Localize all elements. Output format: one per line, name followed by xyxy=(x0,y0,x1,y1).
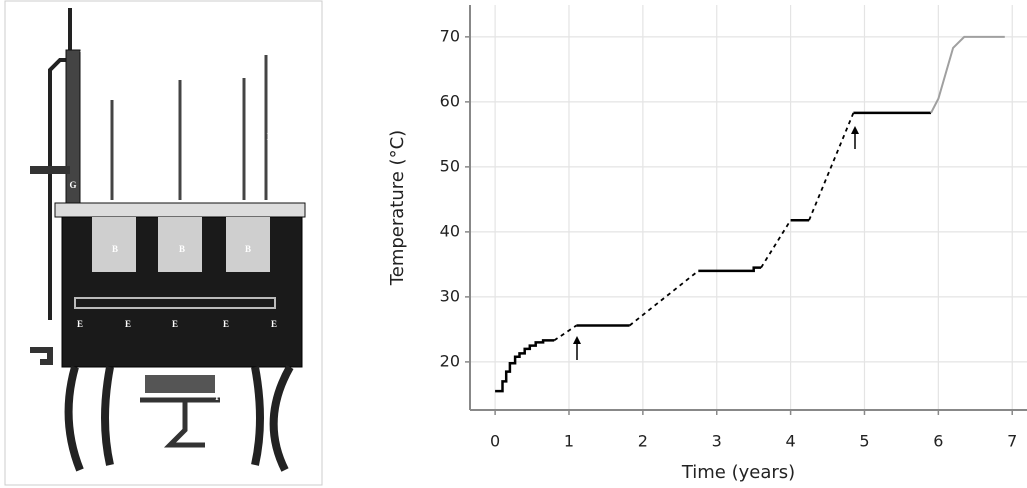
vessel xyxy=(226,217,270,272)
x-axis-label: Time (years) xyxy=(681,462,795,483)
gas-taps xyxy=(145,375,215,393)
y-tick-label: 70 xyxy=(440,26,460,45)
x-tick-label: 7 xyxy=(1007,432,1017,451)
y-axis-label: Temperature (°C) xyxy=(387,130,408,286)
illustration-label: B xyxy=(179,244,185,254)
y-tick-label: 20 xyxy=(440,351,460,370)
x-tick-label: 5 xyxy=(859,432,869,451)
illustration-label: D xyxy=(267,132,274,142)
burner-pipe xyxy=(74,297,276,309)
y-tick-label: 30 xyxy=(440,286,460,305)
y-tick-label: 50 xyxy=(440,156,460,175)
temperature-line xyxy=(495,111,931,393)
pipe xyxy=(48,8,72,320)
vessel xyxy=(158,217,202,272)
illustration-label: E xyxy=(77,319,83,329)
illustration-label: M xyxy=(80,44,89,54)
illustration-label: O xyxy=(96,54,103,64)
x-tick-label: 3 xyxy=(712,432,722,451)
x-tick-label: 1 xyxy=(564,432,574,451)
arrow-head xyxy=(851,126,859,134)
illustration-label: G xyxy=(69,180,76,190)
illustration-label: B xyxy=(245,244,251,254)
illustration-label: E xyxy=(223,319,229,329)
tap xyxy=(30,347,53,365)
plot-background xyxy=(470,5,1027,410)
chart: 20 30 40 50 60 70 0 1 2 3 4 5 6 7 Time (years) Temperat… xyxy=(387,5,1027,483)
x-tick-label: 0 xyxy=(490,432,500,451)
lid xyxy=(54,202,306,218)
valve xyxy=(30,166,70,174)
illustration-label: K xyxy=(21,162,28,172)
illustration-label: C xyxy=(165,180,172,190)
illustration-label: B xyxy=(112,244,118,254)
legs xyxy=(64,365,294,472)
y-tick-label: 60 xyxy=(440,91,460,110)
apparatus-illustration: N MO L K G C C C D B B B E E E E E P xyxy=(4,0,323,486)
illustration-label: E xyxy=(271,319,277,329)
arrows xyxy=(573,126,859,360)
illustration-label: L xyxy=(88,108,94,118)
illustration-label: C xyxy=(230,180,237,190)
temperature-line xyxy=(553,112,855,342)
illustration-label: P xyxy=(215,392,221,402)
y-tick-label: 40 xyxy=(440,221,460,240)
arrow-head xyxy=(573,336,581,344)
illustration-label: E xyxy=(172,319,178,329)
illustration-label: E xyxy=(125,319,131,329)
x-tick-label: 2 xyxy=(638,432,648,451)
x-tick-label: 4 xyxy=(786,432,796,451)
x-tick-label: 6 xyxy=(933,432,943,451)
illustration-label: C xyxy=(101,180,108,190)
temperature-line xyxy=(930,35,1005,114)
illustration-label: N xyxy=(59,44,66,54)
stand xyxy=(140,397,220,448)
vessel xyxy=(92,217,136,272)
